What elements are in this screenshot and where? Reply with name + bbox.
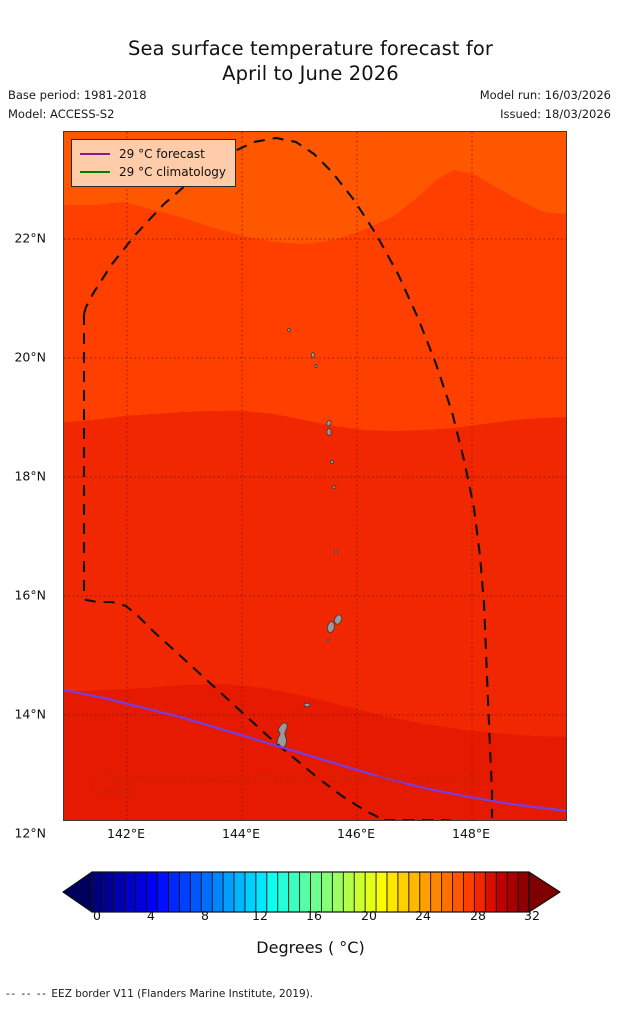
colorbar-tick-8: 8: [201, 908, 209, 923]
eez-dash-sample-icon: -- -- --: [6, 988, 48, 1000]
colorbar-cell: [441, 872, 453, 912]
colorbar-cell: [223, 872, 235, 912]
colorbar-cell: [386, 872, 399, 912]
ytick-label-12n: 12°N: [14, 825, 46, 841]
colorbar-cell: [452, 872, 464, 912]
colorbar-cell: [255, 872, 268, 912]
copyright-text: © Commonwealth of Australia 2026, Bureau…: [90, 773, 483, 799]
colorbar-cell: [354, 872, 366, 912]
colorbar-cell: [102, 872, 115, 912]
colorbar-tick-0: 0: [93, 908, 101, 923]
xtick-label-146e: 146°E: [336, 826, 376, 841]
colorbar-cell: [496, 872, 508, 912]
map-canvas: © Commonwealth of Australia 2026, Bureau…: [64, 132, 566, 820]
model-run-text: Model run: 16/03/2026: [479, 88, 611, 102]
xtick-label-144e: 144°E: [221, 826, 261, 841]
colorbar-cell: [179, 872, 191, 912]
legend-line-climatology-icon: [80, 171, 110, 173]
footer-note: -- -- -- EEZ border V11 (Flanders Marine…: [6, 988, 313, 1000]
title-line-2: April to June 2026: [222, 62, 399, 85]
colorbar-cell: [92, 872, 104, 912]
colorbar-under-arrow: [62, 871, 93, 913]
ytick-label-20n: 20°N: [14, 349, 46, 365]
ytick-label-16n: 16°N: [14, 587, 46, 603]
colorbar-tick-28: 28: [470, 908, 486, 923]
colorbar-cell: [288, 872, 300, 912]
colorbar-cell: [299, 872, 311, 912]
colorbar-cell: [376, 872, 388, 912]
colorbar-cell: [332, 872, 344, 912]
eez-border-line-southeast: [384, 818, 455, 820]
colorbar-cell: [234, 872, 246, 912]
colorbar-tick-16: 16: [306, 908, 322, 923]
legend-label-climatology: 29 °C climatology: [119, 165, 227, 179]
xtick-label-142e: 142°E: [106, 826, 146, 841]
colorbar-cell: [146, 872, 158, 912]
colorbar-cell: [474, 872, 486, 912]
colorbar[interactable]: [0, 868, 621, 920]
colorbar-cells: [92, 872, 530, 912]
legend-item-forecast[interactable]: 29 °C forecast: [77, 145, 226, 163]
map-gridlines-vertical: [126, 132, 473, 820]
colorbar-cell: [343, 872, 355, 912]
ytick-label-22n: 22°N: [14, 230, 46, 246]
legend-label-forecast: 29 °C forecast: [119, 147, 205, 161]
forecast-29c-contour: [64, 688, 566, 812]
colorbar-cell: [277, 872, 290, 912]
map-gridlines-horizontal: [64, 238, 566, 716]
colorbar-tick-marks: [102, 872, 519, 912]
colorbar-cell: [168, 872, 180, 912]
colorbar-cell: [507, 872, 519, 912]
land-polygons: [276, 328, 343, 749]
colorbar-cell: [321, 872, 333, 912]
colorbar-cell: [266, 872, 279, 912]
colorbar-cell: [397, 872, 410, 912]
colorbar-cell: [135, 872, 148, 912]
legend-line-forecast-icon: [80, 153, 110, 155]
footer-text: EEZ border V11 (Flanders Marine Institut…: [51, 988, 314, 1000]
colorbar-cell: [485, 872, 497, 912]
sst-field-svg: [64, 132, 566, 820]
title-line-1: Sea surface temperature forecast for: [127, 37, 494, 60]
colorbar-cell: [113, 872, 126, 912]
xtick-label-148e: 148°E: [451, 826, 491, 841]
colorbar-over-arrow: [528, 871, 561, 913]
colorbar-svg: [62, 871, 561, 913]
colorbar-cell: [190, 872, 202, 912]
map-plot-area[interactable]: © Commonwealth of Australia 2026, Bureau…: [63, 131, 567, 821]
colorbar-cell: [157, 872, 169, 912]
base-period-text: Base period: 1981-2018: [8, 88, 147, 102]
eez-border-line: [82, 136, 494, 818]
colorbar-tick-24: 24: [415, 908, 431, 923]
colorbar-cell: [365, 872, 377, 912]
model-text: Model: ACCESS-S2: [8, 107, 115, 121]
colorbar-tick-20: 20: [361, 908, 377, 923]
colorbar-cell: [518, 872, 530, 912]
colorbar-cell: [463, 872, 475, 912]
legend-item-climatology[interactable]: 29 °C climatology: [77, 163, 226, 181]
colorbar-cell: [201, 872, 213, 912]
ytick-label-18n: 18°N: [14, 468, 46, 484]
contour-legend[interactable]: 29 °C forecast 29 °C climatology: [71, 139, 237, 187]
colorbar-tick-4: 4: [147, 908, 155, 923]
colorbar-cell: [310, 872, 322, 912]
colorbar-cell: [244, 872, 257, 912]
issued-date-text: Issued: 18/03/2026: [500, 107, 611, 121]
colorbar-cell: [212, 872, 224, 912]
colorbar-cell: [419, 872, 432, 912]
colorbar-tick-32: 32: [524, 908, 540, 923]
colorbar-cell: [408, 872, 421, 912]
sst-band-29p5-30: [64, 684, 566, 820]
colorbar-cell: [124, 872, 137, 912]
colorbar-axis-label: Degrees ( °C): [256, 938, 365, 957]
colorbar-cell: [430, 872, 443, 912]
page-title: Sea surface temperature forecast for Apr…: [0, 36, 621, 86]
ytick-label-14n: 14°N: [14, 706, 46, 722]
colorbar-tick-12: 12: [252, 908, 268, 923]
